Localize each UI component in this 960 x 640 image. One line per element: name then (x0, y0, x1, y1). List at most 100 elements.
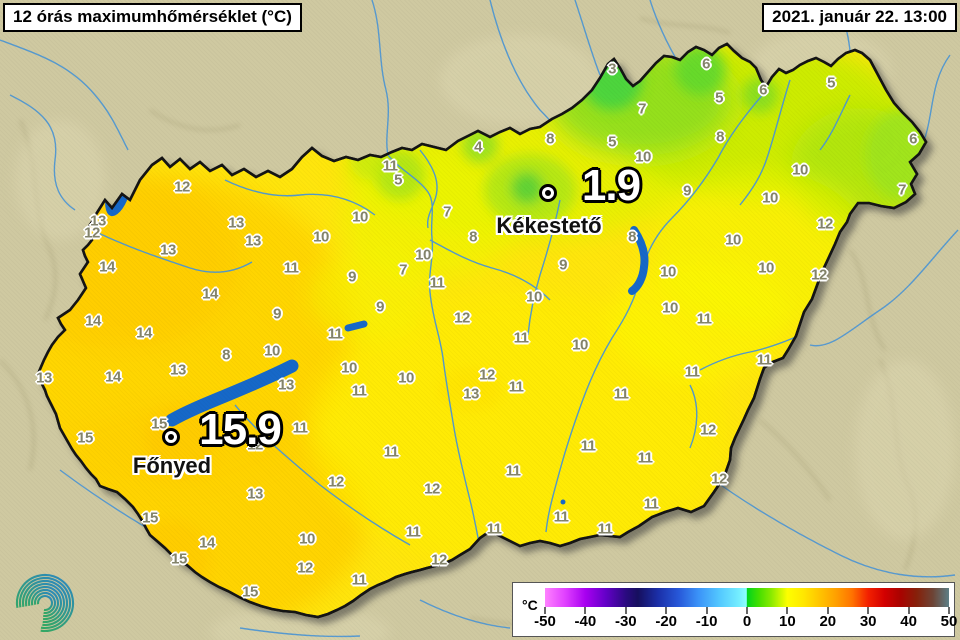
temp-reading: 11 (429, 274, 445, 292)
temp-reading: 10 (762, 189, 778, 207)
temp-reading: 11 (405, 523, 421, 541)
temp-reading: 15 (151, 415, 167, 433)
legend-tick-mark (705, 607, 708, 614)
temperature-legend: °C -50 -40 -30 -20 -10 0 10 20 30 40 50 (512, 582, 958, 637)
legend-tick-mark (826, 607, 829, 614)
temp-reading: 11 (597, 520, 613, 538)
temp-reading: 11 (351, 382, 367, 400)
temp-reading: 11 (292, 419, 308, 437)
temp-reading: 13 (245, 232, 261, 250)
temp-reading: 13 (160, 241, 176, 259)
temp-reading: 10 (313, 228, 329, 246)
temp-reading: 10 (352, 208, 368, 226)
temp-reading: 13 (278, 376, 294, 394)
legend-tick-label: -20 (655, 613, 678, 630)
station-marker-dot (162, 428, 180, 446)
temp-reading: 15 (171, 550, 187, 568)
temp-reading: 7 (898, 181, 906, 199)
legend-tick-mark (544, 607, 546, 614)
station-name: Kékestető (496, 213, 602, 238)
temp-reading: 13 (463, 385, 479, 403)
temp-reading: 12 (174, 178, 190, 196)
legend-tick-label: 30 (859, 613, 877, 630)
temp-reading: 10 (415, 246, 431, 264)
temp-reading: 14 (99, 258, 115, 276)
temp-reading: 11 (283, 259, 299, 277)
legend-tick-mark (665, 607, 668, 614)
legend-tick-label: -30 (614, 613, 637, 630)
temp-reading: 11 (351, 571, 367, 589)
temp-reading: 8 (628, 228, 636, 246)
temp-reading: 11 (486, 520, 502, 538)
temp-reading: 9 (273, 305, 281, 323)
temp-reading: 11 (684, 363, 700, 381)
temp-reading: 9 (376, 298, 384, 316)
map-datetime-text: 2021. január 22. 13:00 (772, 7, 947, 26)
map-title-text: 12 órás maximumhőmérséklet (°C) (13, 7, 292, 26)
temp-reading: 11 (637, 449, 653, 467)
temp-reading: 7 (638, 100, 646, 118)
temp-reading: 11 (643, 495, 659, 513)
station-marker-dot (539, 184, 557, 202)
temp-reading: 15 (77, 429, 93, 447)
temp-reading: 13 (90, 212, 106, 230)
temp-reading: 14 (202, 285, 218, 303)
rivers-inside (95, 79, 851, 579)
temp-reading: 5 (608, 133, 616, 151)
temp-reading: 10 (398, 369, 414, 387)
temp-reading: 15 (142, 509, 158, 527)
temp-reading: 11 (553, 508, 569, 526)
temp-reading: 12 (811, 266, 827, 284)
temp-reading: 11 (508, 378, 524, 396)
legend-tick-label: -40 (574, 613, 597, 630)
temp-reading: 13 (170, 361, 186, 379)
temp-reading: 11 (756, 351, 772, 369)
temp-reading: 10 (572, 336, 588, 354)
legend-color-scale (545, 588, 949, 607)
legend-tick-mark (624, 607, 627, 614)
temp-reading: 13 (36, 369, 52, 387)
country-border (36, 42, 928, 619)
station-value: 1.9 (581, 161, 641, 210)
temp-reading: 10 (662, 299, 678, 317)
station-value: 15.9 (199, 405, 282, 454)
temp-reading: 12 (711, 470, 727, 488)
temp-reading: 10 (635, 148, 651, 166)
legend-tick-mark (786, 607, 789, 614)
temp-reading: 5 (394, 171, 402, 189)
legend-tick-label: 20 (819, 613, 837, 630)
temp-reading: 10 (725, 231, 741, 249)
temp-reading: 13 (228, 214, 244, 232)
station-name: Főnyed (132, 453, 212, 478)
temp-reading: 11 (505, 462, 521, 480)
map-datetime: 2021. január 22. 13:00 (762, 3, 957, 32)
temp-reading: 8 (716, 128, 724, 146)
legend-tick-label: 0 (742, 613, 752, 630)
temp-reading: 10 (526, 288, 542, 306)
temp-reading: 13 (247, 485, 263, 503)
temp-reading: 6 (702, 55, 710, 73)
temp-reading: 5 (715, 89, 723, 107)
legend-unit-label: °C (522, 597, 538, 613)
legend-tick-mark (948, 607, 950, 614)
temp-reading: 11 (327, 325, 343, 343)
temp-reading: 11 (382, 157, 398, 175)
temp-reading: 5 (827, 74, 835, 92)
legend-tick-label: -10 (695, 613, 718, 630)
temp-reading: 14 (136, 324, 152, 342)
temp-reading: 10 (792, 161, 808, 179)
temp-reading: 9 (348, 268, 356, 286)
legend-tick-label: 50 (940, 613, 958, 630)
temp-reading: 7 (443, 203, 451, 221)
temp-reading: 12 (700, 421, 716, 439)
legend-tick-label: -50 (534, 613, 556, 630)
temp-reading: 11 (613, 385, 629, 403)
temp-reading: 9 (559, 256, 567, 274)
temp-reading: 12 (247, 436, 263, 454)
temp-reading: 11 (696, 310, 712, 328)
temp-reading: 12 (424, 480, 440, 498)
temp-reading: 12 (431, 551, 447, 569)
temp-reading: 12 (84, 224, 100, 242)
